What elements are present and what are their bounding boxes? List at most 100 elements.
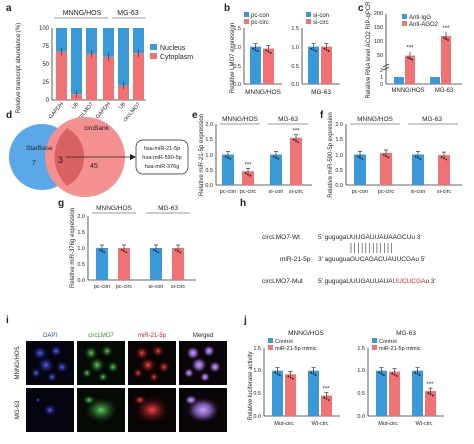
j-right-title: MG-63: [396, 330, 416, 337]
cell: [31, 368, 41, 378]
panel-a: Relative transcript abundance (%) 0 25 5…: [16, 10, 193, 123]
i-row-1: MG-63: [15, 400, 21, 419]
g-ytick: 1.0: [77, 246, 85, 252]
data-point: [312, 372, 315, 375]
data-point: [429, 393, 432, 396]
j-xtick: Mut-circ: [378, 421, 398, 427]
data-point: [387, 156, 390, 159]
data-point: [155, 250, 157, 253]
c-legend-swatch: [402, 21, 407, 26]
bar-control: [308, 370, 319, 416]
data-point: [103, 251, 106, 254]
j-legend-swatch: [372, 345, 377, 350]
data-point: [98, 249, 101, 251]
panel-i: DAPI circLMO7 miR-21-5p Merged MNNG/HOS …: [15, 333, 227, 432]
c-ytick: 2: [380, 68, 383, 74]
data-point: [254, 48, 257, 51]
g-xtick: si-circ: [171, 284, 186, 290]
e-xtick: si-circ: [289, 189, 304, 195]
e-ytick: 2.0: [205, 122, 213, 128]
b-ytick: 1.5: [233, 26, 241, 32]
cell: [82, 395, 96, 405]
cell: [33, 346, 47, 360]
bar-si-circ: [290, 137, 302, 185]
panel-e: Relative miR-21-5p expression 0.0 0.5 1.…: [199, 114, 312, 196]
panel-d: StarBase circBank 7 3 45 hsa-miR-21-5p h…: [9, 117, 189, 197]
panel-label-f: f: [320, 110, 324, 121]
data-point: [359, 156, 361, 159]
data-point: [292, 138, 295, 141]
data-point: [378, 371, 381, 374]
c-ytick: 200: [374, 11, 383, 17]
c-axis-break: [382, 66, 390, 71]
bar-si-circ: [438, 155, 450, 185]
g-xtick: pc-circ: [116, 284, 132, 290]
h-pairing-lines: [350, 243, 393, 253]
e-group-1: MG-63: [278, 116, 298, 123]
venn-mid-count: 3: [58, 155, 63, 165]
data-point: [247, 173, 249, 176]
data-point: [269, 52, 272, 54]
data-point: [256, 50, 259, 52]
c-legend-0: Anti-IgG: [409, 15, 431, 21]
bar-si-con: [308, 46, 319, 84]
data-point: [382, 154, 385, 156]
data-point: [274, 371, 277, 374]
bar-control: [272, 370, 283, 416]
bar-mimic: [389, 371, 400, 416]
a-group-mg63: MG-63: [117, 10, 139, 17]
cell: [209, 361, 221, 373]
data-point: [414, 155, 417, 158]
bar-nucleus: [86, 28, 97, 54]
data-point: [361, 158, 364, 160]
g-ylabel: Relative miR-376g expression: [70, 208, 76, 288]
data-point: [249, 174, 252, 177]
a-ytick: 25: [42, 80, 49, 86]
f-bars: [354, 149, 450, 185]
f-group-1: MG-63: [422, 116, 442, 123]
cell: [84, 346, 98, 360]
g-group-1: MG-63: [158, 205, 178, 212]
bar-pc-con: [222, 154, 234, 185]
cell: [43, 404, 57, 416]
j-right-legend-1: miR-21-5p mimic: [379, 346, 421, 352]
j-sig: ***: [322, 387, 330, 393]
g-xtick: si-con: [149, 284, 164, 290]
cell: [135, 346, 149, 360]
b-ytick: 1.5: [291, 26, 299, 32]
j-ytick: 0.5: [253, 391, 261, 397]
f-ytick: 0.5: [335, 168, 343, 174]
a-group-mnng: MNNG/HOS: [63, 10, 102, 17]
data-point: [272, 155, 275, 158]
f-xtick: si-circ: [437, 189, 452, 195]
cell: [56, 361, 68, 373]
data-point: [395, 375, 398, 377]
bar-pc-circ: [263, 48, 274, 84]
f-xtick: pc-con: [352, 189, 369, 195]
data-point: [445, 38, 447, 40]
j-sig: ***: [426, 382, 434, 388]
c-ytick: 1: [380, 75, 383, 81]
bar-cytoplasm: [133, 53, 144, 100]
cell: [35, 397, 41, 403]
j-xtick: Mut-circ: [274, 421, 294, 427]
cell: [140, 357, 156, 373]
f-ytick: 1.5: [335, 137, 343, 143]
panel-label-i: i: [6, 315, 9, 326]
cell: [186, 346, 200, 360]
e-xtick: si-con: [269, 189, 284, 195]
j-legend-swatch: [268, 345, 273, 350]
data-point: [227, 156, 229, 159]
data-point: [289, 376, 292, 379]
bar-pc-circ: [242, 171, 254, 185]
j-right-bars: Mut-circ *** Wt-circ: [376, 367, 436, 427]
data-point: [356, 155, 359, 158]
j-ytick: 0.0: [357, 414, 365, 420]
bar-si-con: [150, 248, 162, 280]
data-point: [267, 50, 270, 53]
data-point: [385, 155, 387, 158]
c-ytick: 50: [377, 53, 383, 59]
venn-mirna-item: hsa-miR-21-5p: [144, 146, 180, 152]
